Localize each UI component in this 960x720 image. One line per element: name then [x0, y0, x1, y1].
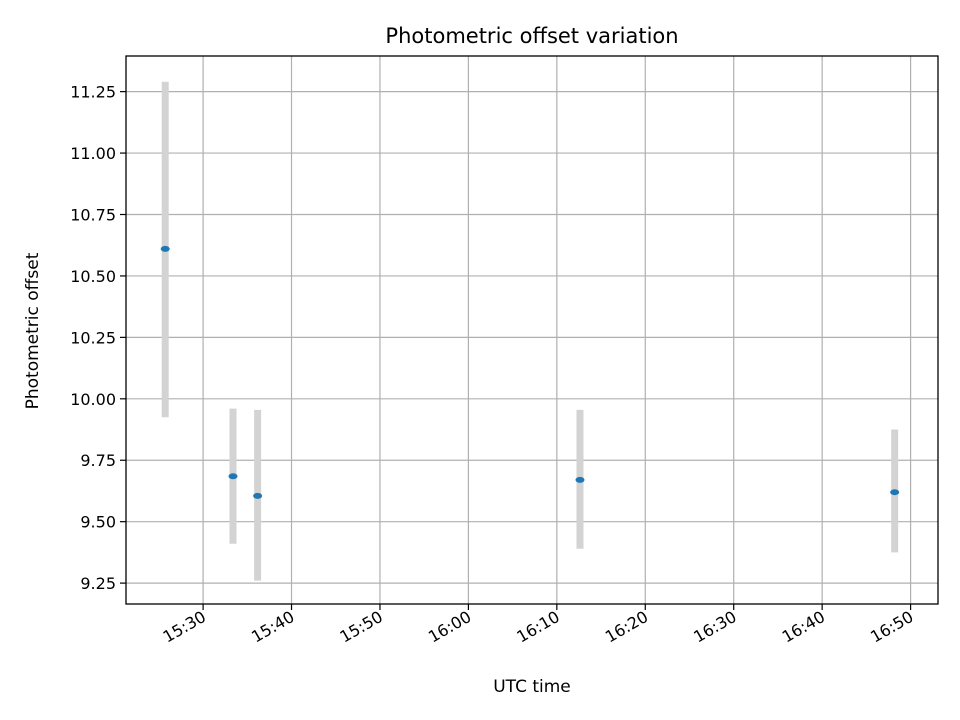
data-point	[575, 476, 585, 483]
grid	[126, 56, 938, 604]
y-axis-label: Photometric offset	[23, 252, 43, 409]
y-tick-label: 10.75	[70, 206, 116, 225]
x-axis-label: UTC time	[493, 677, 571, 697]
y-tick-label: 11.00	[70, 144, 116, 163]
y-tick-label: 10.00	[70, 390, 116, 409]
y-tick-label: 9.75	[80, 451, 116, 470]
data-point	[253, 492, 263, 499]
y-axis: 9.25 9.50 9.75 10.00 10.25 10.50 10.75 11.00 11.…	[70, 83, 126, 593]
y-tick-label: 10.25	[70, 328, 116, 347]
chart-title: Photometric offset variation	[385, 24, 678, 48]
data-point	[160, 245, 170, 252]
data-point	[890, 489, 900, 496]
y-tick-label: 10.50	[70, 267, 116, 286]
data-points	[160, 245, 900, 499]
y-tick-label: 11.25	[70, 83, 116, 102]
y-tick-label: 9.25	[80, 574, 116, 593]
plot-frame	[125, 55, 939, 605]
data-point	[228, 473, 238, 480]
y-tick-label: 9.50	[80, 513, 116, 532]
